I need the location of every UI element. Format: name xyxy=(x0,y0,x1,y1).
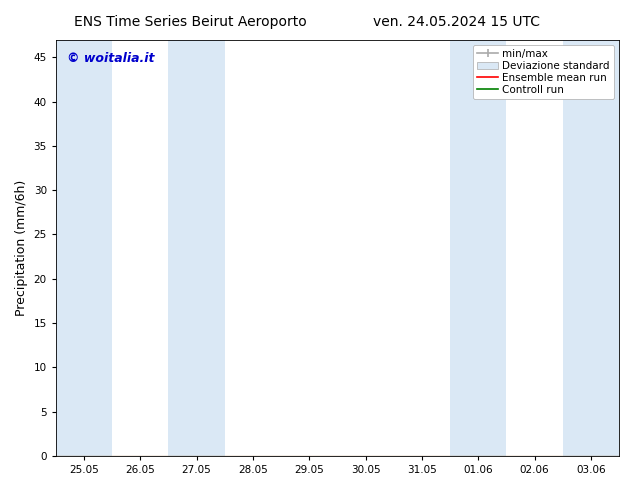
Bar xyxy=(450,40,507,456)
Text: ven. 24.05.2024 15 UTC: ven. 24.05.2024 15 UTC xyxy=(373,15,540,29)
Text: © woitalia.it: © woitalia.it xyxy=(67,52,155,65)
Bar xyxy=(169,40,225,456)
Text: ENS Time Series Beirut Aeroporto: ENS Time Series Beirut Aeroporto xyxy=(74,15,307,29)
Bar xyxy=(563,40,619,456)
Bar xyxy=(56,40,112,456)
Y-axis label: Precipitation (mm/6h): Precipitation (mm/6h) xyxy=(15,180,28,316)
Legend: min/max, Deviazione standard, Ensemble mean run, Controll run: min/max, Deviazione standard, Ensemble m… xyxy=(473,45,614,99)
